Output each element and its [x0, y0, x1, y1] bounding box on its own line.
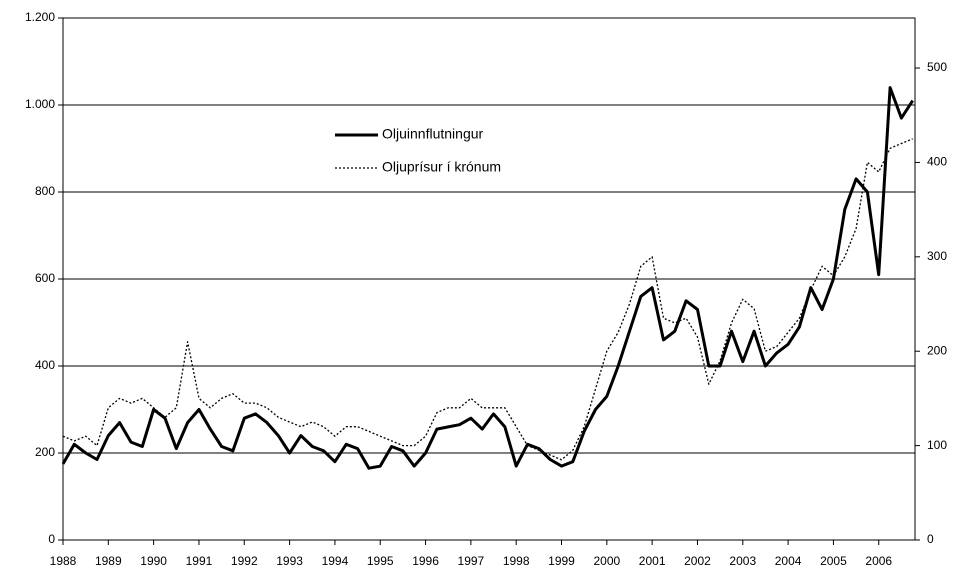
series-line	[62, 138, 913, 461]
y-tick-label: 600	[35, 271, 55, 285]
y2-tick-label: 400	[927, 155, 947, 169]
x-tick-label: 1988	[50, 554, 77, 568]
y2-tick-label: 100	[927, 438, 947, 452]
x-tick-label: 1998	[503, 554, 530, 568]
y2-tick-label: 200	[927, 343, 947, 357]
x-tick-label: 1993	[276, 554, 303, 568]
y-tick-label: 1.000	[25, 97, 55, 111]
x-tick-label: 2006	[865, 554, 892, 568]
y2-tick-label: 500	[927, 60, 947, 74]
y-tick-label: 200	[35, 445, 55, 459]
x-tick-label: 1996	[412, 554, 439, 568]
y-tick-label: 400	[35, 358, 55, 372]
x-tick-label: 2004	[775, 554, 802, 568]
x-tick-label: 2003	[729, 554, 756, 568]
y-tick-label: 0	[48, 532, 55, 546]
x-tick-label: 2001	[639, 554, 666, 568]
x-tick-label: 1994	[322, 554, 349, 568]
x-tick-label: 1992	[231, 554, 258, 568]
x-tick-label: 2000	[593, 554, 620, 568]
x-tick-label: 1990	[140, 554, 167, 568]
x-tick-label: 1999	[548, 554, 575, 568]
legend-label: Oljuprísur í krónum	[382, 159, 501, 175]
x-tick-label: 2005	[820, 554, 847, 568]
series-line	[61, 86, 914, 470]
x-tick-label: 1997	[458, 554, 485, 568]
legend-label: Oljuinnflutningur	[382, 126, 484, 142]
x-tick-label: 2002	[684, 554, 711, 568]
y-tick-label: 800	[35, 184, 55, 198]
y2-tick-label: 300	[927, 249, 947, 263]
y-tick-label: 1.200	[25, 10, 55, 24]
y2-tick-label: 0	[927, 532, 934, 546]
x-tick-label: 1989	[95, 554, 122, 568]
x-tick-label: 1995	[367, 554, 394, 568]
x-tick-label: 1991	[186, 554, 213, 568]
